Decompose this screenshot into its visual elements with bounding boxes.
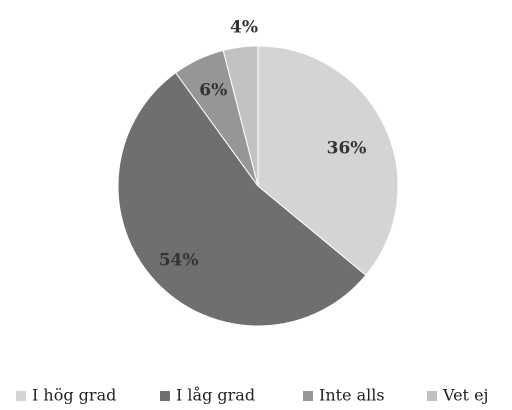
legend-swatch-4 bbox=[427, 391, 437, 401]
legend-swatch-2 bbox=[160, 391, 170, 401]
slice-value-label-4: 4% bbox=[230, 18, 258, 38]
legend-label-2: I låg grad bbox=[176, 386, 255, 405]
legend-item-1: I hög grad bbox=[16, 386, 116, 405]
legend-label-3: Inte alls bbox=[319, 386, 385, 405]
legend-item-3: Inte alls bbox=[303, 386, 385, 405]
pie-slice-2 bbox=[117, 72, 367, 327]
slice-value-label-3: 6% bbox=[199, 80, 227, 100]
legend-label-1: I hög grad bbox=[32, 386, 116, 405]
legend-item-4: Vet ej bbox=[427, 386, 489, 405]
pie-slices bbox=[117, 45, 399, 327]
pie-value-labels: 36% 54% 6% 4% bbox=[159, 18, 367, 271]
legend-label-4: Vet ej bbox=[442, 386, 489, 405]
slice-value-label-1: 36% bbox=[327, 139, 367, 159]
pie-slice-4 bbox=[222, 45, 259, 187]
slice-value-label-2: 54% bbox=[159, 251, 199, 271]
legend: I hög grad I låg grad Inte alls Vet ej bbox=[16, 386, 489, 405]
pie-slice-1 bbox=[257, 45, 399, 276]
legend-item-2: I låg grad bbox=[160, 386, 255, 405]
legend-swatch-3 bbox=[303, 391, 313, 401]
legend-swatch-1 bbox=[16, 391, 26, 401]
